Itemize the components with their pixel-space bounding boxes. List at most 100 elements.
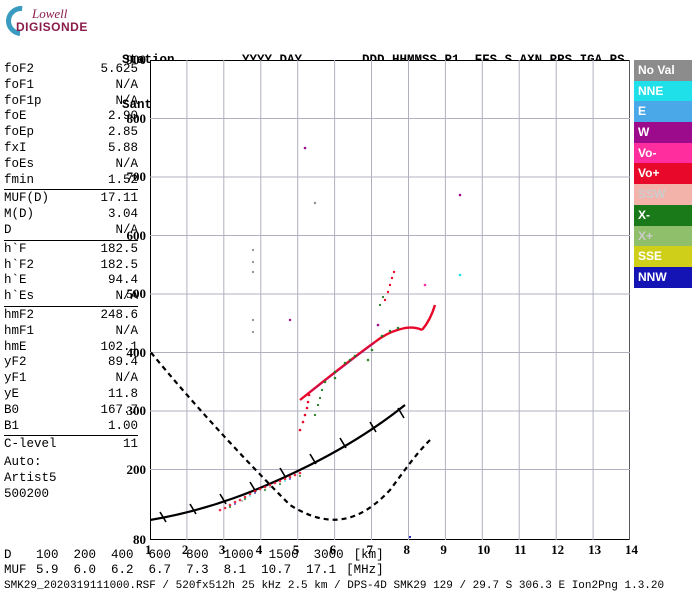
y-axis-tick-800: 800 [116, 111, 146, 127]
measurement-label: foF1p [4, 94, 42, 110]
measurement-label: h`F [4, 242, 27, 258]
measurement-value: 2.85 [108, 125, 138, 141]
d-value: 800 [186, 548, 209, 563]
measurement-value: 11 [123, 437, 138, 453]
measurement-row-fxi: fxI 5.88 [4, 141, 138, 157]
measurement-value: N/A [115, 324, 138, 340]
measurement-label: B0 [4, 403, 19, 419]
y-axis-tick-200: 200 [116, 462, 146, 478]
muf-value: 17.1 [306, 563, 336, 578]
measurement-value: 17.11 [100, 191, 138, 207]
measurement-label: MUF(D) [4, 191, 49, 207]
measurement-row-fof1: foF1 N/A [4, 78, 138, 94]
measurement-label: hmF1 [4, 324, 34, 340]
measurement-value: N/A [115, 94, 138, 110]
measurement-label: hmF2 [4, 308, 34, 324]
d-value: 400 [111, 548, 134, 563]
legend-item-ssw[interactable]: SSW [634, 184, 692, 205]
measurement-label: foF2 [4, 62, 34, 78]
legend-item-x[interactable]: X- [634, 205, 692, 226]
ionogram-plot[interactable]: 1 2 3 4 5 6 7 8 9 10 11 12 13 14 80 200 300 400 500 600 700… [150, 60, 630, 540]
measurement-row-hmf1: hmF1 N/A [4, 324, 138, 340]
measurement-row-b1: B1 1.00 [4, 419, 138, 435]
logo-line2: DIGISONDE [16, 20, 88, 34]
measurement-row-fof1p: foF1p N/A [4, 94, 138, 110]
legend-item-vo[interactable]: Vo- [634, 143, 692, 164]
y-axis-tick-700: 700 [116, 169, 146, 185]
measurement-label: h`E [4, 273, 27, 289]
d-value: 1000 [224, 548, 254, 563]
measurement-row-clevel: C-level 11 [4, 437, 138, 453]
measurement-value: 182.5 [100, 242, 138, 258]
measurement-label: fmin [4, 173, 34, 189]
measurement-row-hf2: h`F2 182.5 [4, 258, 138, 274]
legend-panel: No Val NNE E W Vo- Vo+ SSW X- X+ SSE NNW [634, 60, 694, 288]
y-axis-tick-900: 900 [116, 52, 146, 68]
measurement-label: foE [4, 109, 27, 125]
measurement-value: 11.8 [108, 387, 138, 403]
muf-value: 8.1 [224, 563, 247, 578]
bottom-panel: D 100 200 400 600 800 1000 1500 3000 [km] MUF 5… [4, 548, 694, 594]
panel-divider [4, 189, 138, 190]
measurement-row-md: M(D) 3.04 [4, 207, 138, 223]
muf-value: 6.0 [74, 563, 97, 578]
measurement-row-mufd: MUF(D) 17.11 [4, 191, 138, 207]
y-axis-tick-500: 500 [116, 286, 146, 302]
muf-value: 6.2 [111, 563, 134, 578]
muf-value: 10.7 [261, 563, 291, 578]
legend-item-vo[interactable]: Vo+ [634, 163, 692, 184]
d-value: 600 [149, 548, 172, 563]
muf-value: 7.3 [186, 563, 209, 578]
measurement-label: hmE [4, 340, 27, 356]
measurement-value: N/A [115, 371, 138, 387]
measurement-label: h`Es [4, 289, 34, 305]
legend-item-w[interactable]: W [634, 122, 692, 143]
measurement-value: 248.6 [100, 308, 138, 324]
measurement-label: yE [4, 387, 19, 403]
y-axis-tick-600: 600 [116, 228, 146, 244]
plot-border [150, 60, 630, 540]
legend-item-nne[interactable]: NNE [634, 81, 692, 102]
measurement-row-ye: yE 11.8 [4, 387, 138, 403]
y-axis-tick-400: 400 [116, 345, 146, 361]
legend-item-noval[interactable]: No Val [634, 60, 692, 81]
measurement-label: fxI [4, 141, 27, 157]
d-row: D 100 200 400 600 800 1000 1500 3000 [km] [4, 548, 694, 563]
muf-value: 5.9 [36, 563, 59, 578]
legend-item-e[interactable]: E [634, 101, 692, 122]
footer-text: SMK29_2020319111000.RSF / 520fx512h 25 k… [4, 579, 694, 594]
d-value: 1500 [269, 548, 299, 563]
measurement-row-yf1: yF1 N/A [4, 371, 138, 387]
auto-value2: 500200 [4, 487, 144, 503]
panel-divider [4, 306, 138, 307]
measurement-value: 5.88 [108, 141, 138, 157]
measurement-value: N/A [115, 78, 138, 94]
measurement-value: 1.00 [108, 419, 138, 435]
measurement-label: D [4, 223, 12, 239]
measurement-label: B1 [4, 419, 19, 435]
measurement-label: foF1 [4, 78, 34, 94]
muf-value: 6.7 [149, 563, 172, 578]
measurement-value: 3.04 [108, 207, 138, 223]
measurement-label: foEp [4, 125, 34, 141]
measurement-label: foEs [4, 157, 34, 173]
legend-item-sse[interactable]: SSE [634, 246, 692, 267]
y-axis-tick-80: 80 [116, 532, 146, 548]
logo-block: Lowell DIGISONDE [6, 4, 116, 40]
measurement-row-hf: h`F 182.5 [4, 242, 138, 258]
legend-item-nnw[interactable]: NNW [634, 267, 692, 288]
measurement-label: M(D) [4, 207, 34, 223]
measurement-label: yF2 [4, 355, 27, 371]
measurement-label: yF1 [4, 371, 27, 387]
measurement-value: 182.5 [100, 258, 138, 274]
d-value: 200 [74, 548, 97, 563]
y-axis-tick-300: 300 [116, 403, 146, 419]
panel-divider [4, 435, 138, 436]
d-value: 100 [36, 548, 59, 563]
d-value: 3000 [314, 548, 344, 563]
muf-row: MUF 5.9 6.0 6.2 6.7 7.3 8.1 10.7 17.1 [MHz] [4, 563, 694, 578]
legend-item-x[interactable]: X+ [634, 226, 692, 247]
measurement-label: h`F2 [4, 258, 34, 274]
measurements-panel: foF2 5.625 foF1 N/A foF1p N/A foE 2.90 foEp 2.85 f… [4, 62, 144, 503]
measurement-row-foep: foEp 2.85 [4, 125, 138, 141]
